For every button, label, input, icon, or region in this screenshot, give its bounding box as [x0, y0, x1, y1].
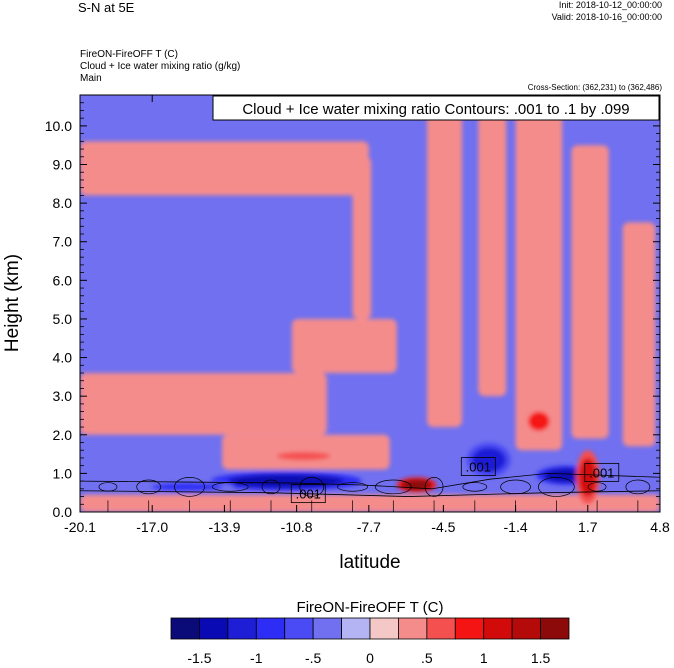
valid-time: Valid: 2018-10-16_00:00:00 [551, 12, 662, 22]
field-label-temperature: FireON-FireOFF T (C) [80, 49, 178, 60]
y-axis-label: Height (km) [2, 254, 23, 352]
colorbar-swatch-0 [170, 617, 200, 640]
contour-labels: .001 .001 .001 [290, 457, 620, 504]
contour-upper [80, 472, 660, 490]
warm-region-2 [291, 318, 397, 373]
init-time: Init: 2018-10-12_00:00:00 [558, 0, 662, 10]
warm-region-4 [427, 106, 463, 428]
y-tick-label: 6.0 [53, 272, 73, 288]
field-label-main: Main [80, 73, 102, 84]
colorbar-swatch-3 [255, 617, 286, 640]
contour-cell-10 [500, 479, 531, 495]
contour-label-1: .001 [460, 457, 496, 476]
anomaly-core-2 [276, 451, 331, 461]
anomaly-core-6 [528, 411, 550, 431]
warm-region-9 [80, 141, 369, 196]
colorbar-swatch-1 [199, 617, 229, 640]
temperature-difference-field [80, 95, 660, 512]
contour-cell-13 [625, 479, 651, 495]
colorbar-swatch-5 [312, 617, 342, 640]
y-tick-label: 9.0 [53, 157, 73, 173]
x-tick-label: 1.7 [578, 519, 598, 535]
contour-cell-11 [537, 477, 575, 497]
colorbar-swatch-2 [227, 617, 257, 640]
contour-cell-7 [374, 479, 412, 495]
colorbar-label: -1.5 [187, 650, 211, 666]
x-tick-label: -20.1 [64, 519, 96, 535]
cloud-ice-contours [80, 472, 660, 512]
x-tick-label: -17.0 [136, 519, 168, 535]
contour-cell-8 [424, 477, 444, 497]
contour-info-text: Cloud + Ice water mixing ratio Contours:… [242, 101, 629, 118]
contour-cell-12 [587, 482, 607, 492]
cross-section-label: Cross-Section: (362,231) to (362,486) [527, 83, 662, 92]
colorbar-label: .5 [421, 650, 433, 666]
contour-label-2: .001 [584, 462, 620, 482]
x-tick-label: 4.8 [650, 519, 670, 535]
x-tick-label: -10.8 [281, 519, 313, 535]
colorbar-label: 1 [480, 650, 488, 666]
contour-info-box: Cloud + Ice water mixing ratio Contours:… [212, 95, 660, 121]
contour-cell-1 [136, 479, 162, 495]
colorbar-swatch-6 [341, 617, 371, 640]
y-tick-label: 2.0 [53, 427, 73, 443]
colorbar-label: -.5 [305, 650, 322, 666]
contour-cell-9 [462, 482, 488, 492]
colorbar-swatch-8 [398, 617, 428, 640]
y-tick-label: 7.0 [53, 234, 73, 250]
contour-cell-6 [337, 482, 368, 492]
y-tick-label: 4.0 [53, 350, 73, 366]
y-tick-label: 10.0 [45, 118, 72, 134]
y-tick-label: 0.0 [53, 504, 73, 520]
colorbar-swatch-9 [426, 617, 456, 640]
y-tick-label: 8.0 [53, 195, 73, 211]
colorbar-swatch-4 [284, 617, 314, 640]
colorbar-swatch-7 [369, 617, 399, 640]
y-tick-label: 5.0 [53, 311, 73, 327]
x-tick-label: -13.9 [208, 519, 240, 535]
y-tick-label: 3.0 [53, 388, 73, 404]
warm-region-5 [478, 106, 507, 397]
plot-title: S-N at 5E [78, 0, 135, 15]
x-axis-label: latitude [339, 552, 400, 573]
contour-label-text: .001 [466, 460, 491, 475]
colorbar-swatch-12 [511, 617, 541, 640]
colorbar-swatch-13 [540, 617, 570, 640]
colorbar-label: 0 [366, 650, 374, 666]
contour-label-text: .001 [589, 465, 614, 480]
x-tick-label: -4.5 [431, 519, 455, 535]
x-tick-label: -7.7 [357, 519, 381, 535]
warm-region-6 [515, 106, 563, 451]
colorbar: -1.5 -1 -.5 0 .5 1 1.5 [170, 617, 570, 666]
anomaly-core-7 [578, 457, 597, 497]
contour-cell-4 [261, 479, 281, 495]
warm-region-3 [352, 156, 372, 319]
field-label-cloud-ice: Cloud + Ice water mixing ratio (g/kg) [80, 61, 241, 72]
axis-ticks: -20.1 -17.0 -13.9 -10.8 -7.7 -4.5 -1.4 1.7 4.8 0.… [45, 94, 670, 535]
contour-cell-2 [174, 477, 205, 497]
anomaly-core-4 [471, 447, 506, 473]
contour-cell-5 [299, 477, 325, 497]
colorbar-swatch-11 [483, 617, 513, 640]
contour-cell-3 [211, 482, 249, 492]
y-tick-label: 1.0 [53, 465, 73, 481]
colorbar-title: FireON-FireOFF T (C) [297, 599, 444, 616]
colorbar-swatch-10 [454, 617, 485, 640]
contour-lower [80, 490, 660, 497]
colorbar-label: 1.5 [531, 650, 551, 666]
contour-label-text: .001 [296, 487, 321, 502]
warm-region-0 [80, 373, 327, 435]
contour-label-0: .001 [290, 484, 326, 504]
contour-cell-0 [98, 482, 118, 492]
warm-region-8 [622, 222, 656, 447]
warm-region-7 [571, 145, 609, 439]
anomaly-core-0 [227, 474, 345, 489]
colorbar-label: -1 [250, 650, 263, 666]
x-tick-label: -1.4 [504, 519, 528, 535]
anomaly-core-1 [151, 482, 223, 492]
warm-region-10 [80, 494, 660, 512]
